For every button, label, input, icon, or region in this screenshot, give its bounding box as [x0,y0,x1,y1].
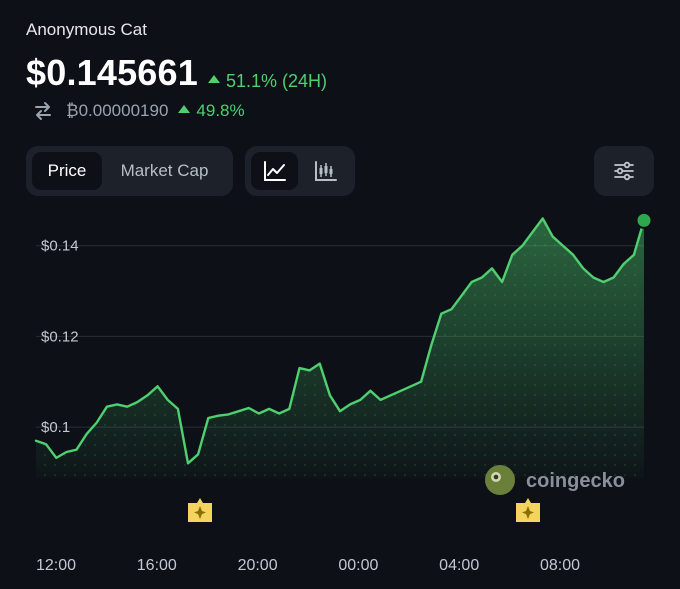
current-price-dot [635,211,653,229]
line-chart-button[interactable] [251,152,298,190]
candlestick-icon [314,161,337,181]
x-tick-label: 04:00 [439,557,479,574]
x-tick-label: 12:00 [36,557,76,574]
coingecko-watermark: coingecko [485,465,625,495]
btc-price-change-value: 49.8% [196,101,245,120]
y-tick-label: $0.14 [41,238,79,255]
x-tick-label: 00:00 [338,557,378,574]
x-tick-label: 08:00 [540,557,580,574]
price-line [34,217,646,465]
y-tick-label: $0.12 [41,328,79,345]
y-tick-label: $0.1 [41,419,70,436]
price-change-24h: 51.1% (24H) [207,70,328,92]
up-triangle-icon [207,75,220,83]
btc-price-change: 49.8% [178,101,245,121]
event-marker-icon[interactable] [188,498,212,522]
metric-toggle: Price Market Cap [26,146,233,196]
price-row: $0.145661 51.1% (24H) [26,52,327,94]
current-price: $0.145661 [26,52,198,93]
price-area-dots [36,218,644,478]
btc-price: ₿0.00000190 [66,101,169,120]
coin-name: Anonymous Cat [26,20,147,39]
watermark-text: coingecko [526,470,625,492]
x-tick-label: 20:00 [238,557,278,574]
sliders-icon [614,161,634,181]
x-tick-label: 16:00 [137,557,177,574]
chart-type-toggle [245,146,355,196]
tab-market-cap[interactable]: Market Cap [120,161,209,180]
btc-price-row: ₿0.00000190 49.8% [32,100,245,122]
up-triangle-icon [178,105,191,113]
tab-price[interactable]: Price [32,152,102,190]
swap-arrows-icon[interactable] [32,100,54,122]
price-change-24h-value: 51.1% (24H) [225,70,328,91]
event-marker-icon[interactable] [516,498,540,522]
chart-settings-button[interactable] [594,146,654,196]
candlestick-chart-button[interactable] [302,152,349,190]
line-chart-icon [263,161,286,181]
